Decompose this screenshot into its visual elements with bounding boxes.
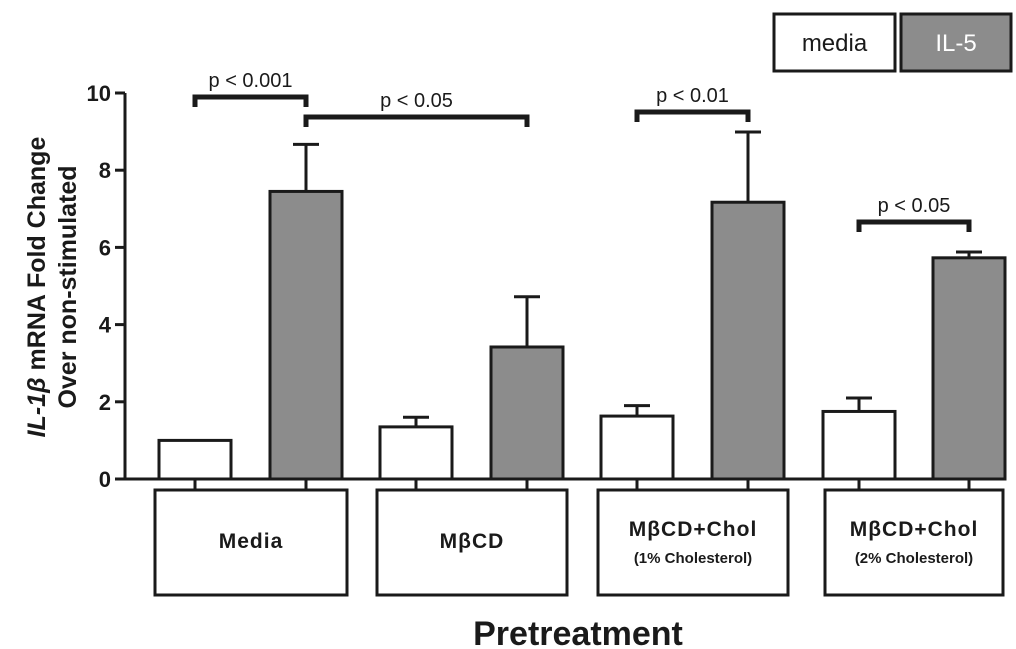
bar-media <box>157 438 233 481</box>
y-axis: 0 2 4 6 8 10 <box>87 81 127 492</box>
category-box <box>596 488 790 597</box>
y-tick-label: 10 <box>87 81 111 106</box>
legend-label: media <box>802 30 868 57</box>
y-axis-title: IL-1β mRNA Fold Change Over non-stimulate… <box>23 137 82 438</box>
significance-brackets: p < 0.001 p < 0.05 p < 0.01 p < 0.05 <box>192 70 972 232</box>
bar-il-5 <box>710 200 786 481</box>
legend-swatch-il-5 <box>899 12 1013 73</box>
category-label: Media <box>219 530 284 553</box>
category-box <box>823 488 1005 597</box>
bar-media <box>378 425 454 481</box>
y-tick-label: 6 <box>99 235 111 260</box>
x-axis <box>125 477 1000 490</box>
y-tick-label: 0 <box>99 467 111 492</box>
bar-media <box>599 414 675 481</box>
bar-il-5 <box>268 189 344 481</box>
y-tick-label: 2 <box>99 390 111 415</box>
y-axis-title-line: IL-1β mRNA Fold Change <box>23 137 51 438</box>
significance-label: p < 0.01 <box>656 85 729 107</box>
significance-label: p < 0.05 <box>878 195 951 217</box>
legend: media IL-5 <box>772 12 1013 73</box>
y-tick-label: 4 <box>99 313 112 338</box>
y-axis-title-rest: mRNA Fold Change <box>23 137 51 378</box>
category-sublabel: (2% Cholesterol) <box>855 550 973 567</box>
bar-il-5 <box>489 345 565 481</box>
category-label: MβCD+Chol <box>629 518 758 541</box>
bar-il-5 <box>931 256 1007 481</box>
x-axis-title: Pretreatment <box>473 615 683 649</box>
significance-label: p < 0.001 <box>209 70 293 92</box>
bars <box>157 189 1007 481</box>
group-label-boxes: Media MβCD MβCD+Chol (1% Cholesterol) MβCD+C… <box>153 488 1005 597</box>
error-bars <box>293 130 982 427</box>
category-label: MβCD <box>440 530 505 553</box>
category-box <box>153 488 349 597</box>
bar-media <box>821 409 897 481</box>
legend-swatch-media <box>772 12 897 73</box>
y-tick-label: 8 <box>99 158 111 183</box>
significance-bracket <box>192 94 309 107</box>
significance-bracket <box>303 114 530 127</box>
y-axis-title-line: Over non-stimulated <box>54 165 82 408</box>
significance-label: p < 0.05 <box>380 90 453 112</box>
significance-bracket <box>856 219 972 232</box>
legend-label: IL-5 <box>935 30 976 57</box>
category-label: MβCD+Chol <box>850 518 979 541</box>
category-box <box>375 488 569 597</box>
significance-bracket <box>634 109 751 122</box>
y-axis-title-gene: IL-1β <box>23 377 51 437</box>
category-sublabel: (1% Cholesterol) <box>634 550 752 567</box>
